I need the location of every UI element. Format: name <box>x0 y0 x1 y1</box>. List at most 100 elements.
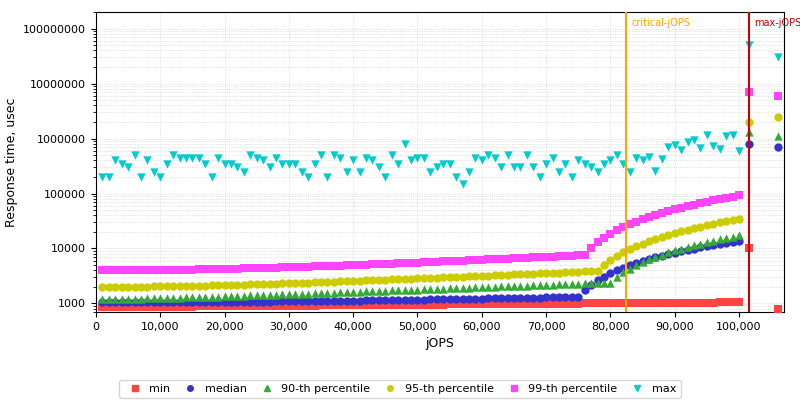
min <box>707 299 720 306</box>
max <box>386 152 398 158</box>
min <box>154 304 166 310</box>
max <box>366 157 379 164</box>
median <box>270 298 282 305</box>
median <box>610 267 623 274</box>
99-th percentile <box>742 89 755 95</box>
min <box>334 302 346 308</box>
90-th percentile <box>392 287 405 294</box>
Text: max-jOPS: max-jOPS <box>754 18 800 28</box>
min <box>276 303 289 309</box>
min <box>623 300 636 306</box>
min <box>494 301 507 307</box>
max <box>327 152 340 158</box>
99-th percentile <box>334 262 346 269</box>
95-th percentile <box>475 272 488 279</box>
90-th percentile <box>701 239 714 245</box>
99-th percentile <box>662 208 674 214</box>
99-th percentile <box>128 267 141 274</box>
95-th percentile <box>546 270 559 276</box>
95-th percentile <box>282 280 295 286</box>
90-th percentile <box>572 280 585 287</box>
median <box>147 299 160 306</box>
90-th percentile <box>707 238 720 244</box>
min <box>366 302 379 308</box>
max <box>701 132 714 138</box>
99-th percentile <box>276 264 289 271</box>
max <box>225 160 238 167</box>
99-th percentile <box>501 255 514 262</box>
max <box>392 160 405 167</box>
median <box>687 245 700 252</box>
min <box>430 301 443 308</box>
max <box>250 154 263 161</box>
99-th percentile <box>456 257 469 264</box>
min <box>521 301 534 307</box>
max <box>295 168 308 175</box>
90-th percentile <box>694 240 707 247</box>
median <box>668 250 681 256</box>
median <box>553 294 566 300</box>
max <box>534 174 546 180</box>
min <box>289 302 302 309</box>
max <box>411 154 424 161</box>
95-th percentile <box>102 284 115 290</box>
99-th percentile <box>373 261 386 267</box>
min <box>379 302 392 308</box>
90-th percentile <box>527 282 540 288</box>
min <box>694 300 707 306</box>
median <box>598 273 610 280</box>
median <box>411 296 424 303</box>
median <box>494 295 507 302</box>
99-th percentile <box>546 253 559 260</box>
99-th percentile <box>154 267 166 273</box>
90-th percentile <box>636 259 649 265</box>
min <box>238 303 250 309</box>
95-th percentile <box>488 272 501 278</box>
max <box>302 174 314 180</box>
max <box>346 157 359 164</box>
min <box>186 303 199 310</box>
median <box>456 296 469 302</box>
90-th percentile <box>96 296 109 302</box>
90-th percentile <box>559 281 572 287</box>
median <box>289 298 302 304</box>
median <box>308 298 321 304</box>
95-th percentile <box>180 283 193 289</box>
median <box>726 238 739 245</box>
90-th percentile <box>462 284 475 291</box>
99-th percentile <box>566 252 578 259</box>
max <box>443 160 456 167</box>
95-th percentile <box>411 275 424 282</box>
90-th percentile <box>308 290 321 296</box>
95-th percentile <box>193 282 206 289</box>
95-th percentile <box>398 276 411 282</box>
median <box>742 141 755 147</box>
min <box>411 302 424 308</box>
95-th percentile <box>360 277 373 284</box>
90-th percentile <box>346 289 359 295</box>
max <box>154 174 166 180</box>
99-th percentile <box>623 221 636 227</box>
min <box>742 245 755 252</box>
min <box>701 299 714 306</box>
min <box>250 303 263 309</box>
median <box>733 238 746 244</box>
median <box>469 296 482 302</box>
99-th percentile <box>411 259 424 266</box>
90-th percentile <box>193 294 206 300</box>
90-th percentile <box>649 254 662 260</box>
max <box>437 160 450 167</box>
90-th percentile <box>681 244 694 250</box>
max <box>244 152 257 158</box>
median <box>314 298 327 304</box>
90-th percentile <box>662 249 674 256</box>
min <box>598 300 610 306</box>
99-th percentile <box>225 266 238 272</box>
median <box>373 297 386 304</box>
median <box>450 296 462 302</box>
90-th percentile <box>742 129 755 136</box>
90-th percentile <box>366 288 379 294</box>
median <box>617 264 630 271</box>
max <box>373 164 386 170</box>
median <box>386 297 398 303</box>
